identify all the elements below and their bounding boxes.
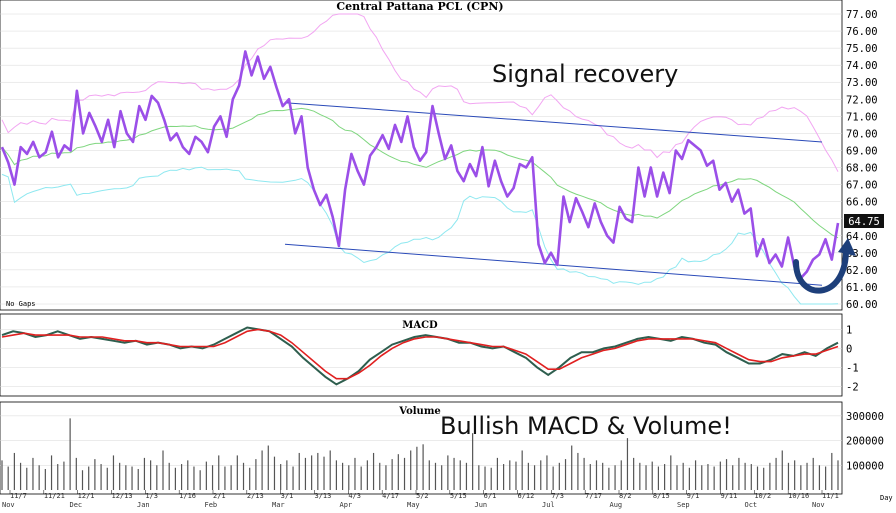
x-month-tick: May bbox=[407, 501, 420, 509]
recovery-arrow bbox=[793, 247, 849, 294]
macd-y-tick: -1 bbox=[846, 362, 859, 374]
x-date-tick: 4/17 bbox=[382, 492, 399, 500]
bollinger-bands bbox=[1, 13, 839, 305]
macd-panel bbox=[0, 313, 843, 397]
bullish-macd-volume-annotation: Bullish MACD & Volume! bbox=[440, 412, 732, 440]
x-date-tick: 3/1 bbox=[281, 492, 294, 500]
x-date-tick: 7/3 bbox=[551, 492, 564, 500]
x-axis-unit: Day bbox=[880, 494, 893, 502]
x-date-tick: 12/1 bbox=[78, 492, 95, 500]
price-y-tick: 67.00 bbox=[846, 180, 878, 192]
macd-title: MACD bbox=[402, 320, 438, 331]
macd-y-tick: 1 bbox=[846, 324, 852, 336]
volume-y-tick: 100000 bbox=[846, 460, 884, 472]
x-month-tick: Sep bbox=[677, 501, 690, 509]
x-date-tick: 1/3 bbox=[145, 492, 158, 500]
x-date-tick: 5/2 bbox=[416, 492, 429, 500]
lower-band-line bbox=[1, 166, 839, 305]
price-y-tick: 76.00 bbox=[846, 26, 878, 38]
x-date-tick: 11/7 bbox=[10, 492, 27, 500]
no-gaps-note: No Gaps bbox=[6, 300, 36, 308]
price-y-tick: 63.00 bbox=[846, 248, 878, 260]
y-axis-labels: 77.00 76.00 75.00 74.00 73.00 72.00 71.00 70.00… bbox=[846, 9, 884, 472]
x-month-tick: Mar bbox=[272, 501, 285, 509]
x-date-tick: 10/16 bbox=[788, 492, 809, 500]
x-date-tick: 7/17 bbox=[585, 492, 602, 500]
macd-line bbox=[1, 326, 839, 386]
x-month-tick: Oct bbox=[745, 501, 758, 509]
volume-y-tick: 200000 bbox=[846, 436, 884, 448]
x-month-tick: Aug bbox=[610, 501, 623, 509]
price-line bbox=[0, 50, 840, 280]
x-month-tick: Dec bbox=[70, 501, 83, 509]
chart-title: Central Pattana PCL (CPN) bbox=[336, 0, 503, 13]
x-month-tick: Jul bbox=[542, 501, 555, 509]
x-date-tick: 1/16 bbox=[179, 492, 196, 500]
x-date-tick: 2/1 bbox=[213, 492, 226, 500]
price-series bbox=[0, 50, 840, 280]
channel-lower-line bbox=[284, 243, 823, 286]
macd-y-tick: -2 bbox=[846, 381, 859, 393]
x-month-tick: Jan bbox=[137, 501, 150, 509]
price-y-tick: 62.00 bbox=[846, 265, 878, 277]
x-date-tick: 4/3 bbox=[348, 492, 361, 500]
x-date-tick: 6/1 bbox=[484, 492, 497, 500]
volume-title: Volume bbox=[398, 406, 441, 417]
price-panel bbox=[0, 0, 843, 311]
x-date-tick: 9/1 bbox=[687, 492, 700, 500]
price-y-tick: 68.00 bbox=[846, 163, 878, 175]
trend-channel bbox=[284, 102, 823, 286]
x-date-tick: 5/15 bbox=[450, 492, 467, 500]
x-month-tick: Feb bbox=[205, 501, 218, 509]
signal-recovery-annotation: Signal recovery bbox=[492, 60, 678, 88]
x-date-tick: 8/15 bbox=[653, 492, 670, 500]
volume-y-tick: 300000 bbox=[846, 411, 884, 423]
x-month-tick: Apr bbox=[340, 501, 353, 509]
x-month-tick: Nov bbox=[812, 501, 825, 509]
grid-layer bbox=[0, 13, 842, 466]
x-date-tick: 10/2 bbox=[754, 492, 771, 500]
upper-band-line bbox=[1, 13, 839, 172]
middle-band-line bbox=[1, 107, 839, 239]
x-date-tick: 6/12 bbox=[518, 492, 535, 500]
channel-upper-line bbox=[284, 102, 823, 143]
x-axis-labels: 11/7 11/21 12/1 12/13 1/3 1/16 2/1 2/13 3/1 3/13 4… bbox=[2, 490, 839, 509]
x-date-tick: 11/21 bbox=[44, 492, 65, 500]
price-y-tick: 75.00 bbox=[846, 43, 878, 55]
x-month-tick: Jun bbox=[475, 501, 488, 509]
x-date-tick: 3/13 bbox=[315, 492, 332, 500]
price-y-tick: 69.00 bbox=[846, 145, 878, 157]
price-y-tick: 61.00 bbox=[846, 282, 878, 294]
last-price-label: 64.75 bbox=[848, 216, 880, 228]
recovery-arrow-head bbox=[838, 238, 856, 256]
price-y-tick: 73.00 bbox=[846, 77, 878, 89]
x-date-tick: 8/2 bbox=[619, 492, 632, 500]
price-y-tick: 64.00 bbox=[846, 231, 878, 243]
price-y-tick: 74.00 bbox=[846, 60, 878, 72]
price-y-tick: 60.00 bbox=[846, 299, 878, 311]
macd-y-tick: 0 bbox=[846, 343, 852, 355]
x-date-tick: 11/1 bbox=[822, 492, 839, 500]
macd-series bbox=[1, 326, 839, 386]
x-date-tick: 2/13 bbox=[247, 492, 264, 500]
price-y-tick: 77.00 bbox=[846, 9, 878, 21]
x-date-tick: 9/11 bbox=[721, 492, 738, 500]
macd-signal-line bbox=[1, 328, 839, 380]
price-y-tick: 70.00 bbox=[846, 128, 878, 140]
volume-bars bbox=[1, 418, 839, 490]
price-y-tick: 66.00 bbox=[846, 197, 878, 209]
price-y-tick: 71.00 bbox=[846, 111, 878, 123]
x-month-tick: Nov bbox=[2, 501, 15, 509]
last-price-tag bbox=[844, 214, 884, 228]
price-y-tick: 72.00 bbox=[846, 94, 878, 106]
x-date-tick: 12/13 bbox=[112, 492, 133, 500]
